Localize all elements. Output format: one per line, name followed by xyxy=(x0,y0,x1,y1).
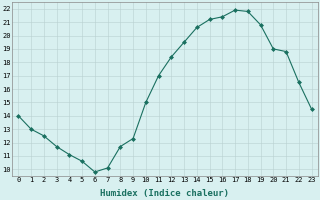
X-axis label: Humidex (Indice chaleur): Humidex (Indice chaleur) xyxy=(100,189,229,198)
